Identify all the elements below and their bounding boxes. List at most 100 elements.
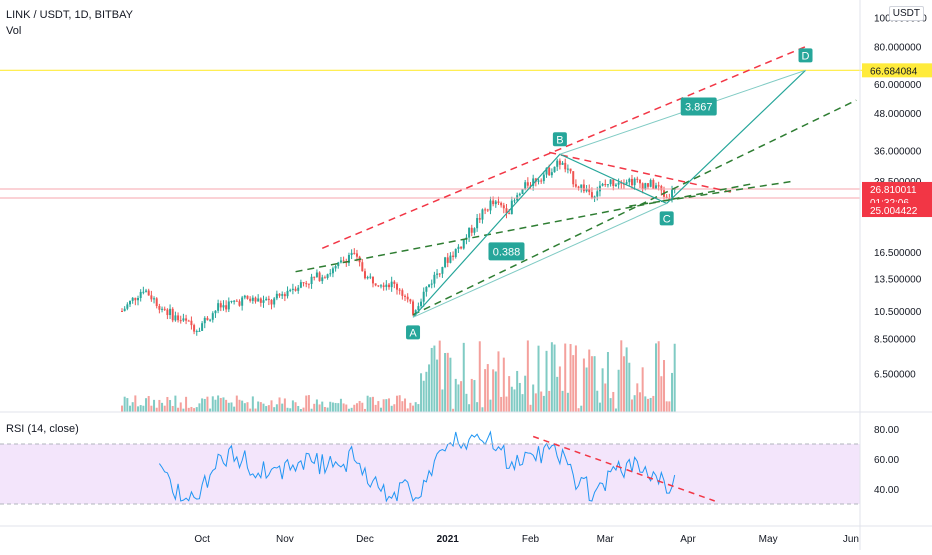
volume-bar [641,367,644,412]
volume-bar [468,404,471,412]
candle-body [355,253,358,257]
volume-bar [481,407,484,412]
currency-badge[interactable]: USDT [888,6,924,21]
candle-body [182,318,185,321]
candle-body [257,298,260,302]
volume-bar [673,343,676,412]
volume-bar [379,407,382,412]
volume-bar [388,398,390,412]
ratio-label: 3.867 [685,102,713,114]
candle-body [593,196,596,198]
candle-body [371,276,374,284]
ratio-box [680,97,717,116]
time-axis: Oct Nov Dec 2021 Feb Mar Apr May Jun [0,525,932,545]
candle-body [206,317,209,321]
candle-body [513,200,516,202]
volume-bar [289,408,292,412]
volume-bar [278,397,281,412]
candle-body [473,228,476,233]
volume-bar [609,398,612,412]
candle-body [321,277,324,282]
volume-bar [163,405,166,412]
volume-bar [433,345,436,412]
drawing-lines [0,45,932,318]
candle-body [179,320,182,322]
candle-body [163,308,166,310]
volume-bar [155,407,158,412]
volume-bar [492,369,495,412]
volume-bar [596,390,599,412]
candle-body [582,184,585,192]
price-marker [862,203,932,218]
candle-body [462,239,465,249]
candle-body [422,291,425,302]
volume-bar [321,401,324,412]
volume-bar [313,403,316,412]
volume-bar [606,352,609,412]
candle-body [452,255,455,257]
price-tick-label: 60.000000 [874,80,922,91]
volume-bar [622,356,625,412]
volume-bar [150,405,153,412]
volume-bar [134,395,137,412]
price-tick-label: 48.000000 [874,109,922,120]
candle-body [265,298,268,301]
volume-bar [497,351,500,412]
volume-bar [518,382,521,412]
volume-bar [444,353,447,412]
candle-body [649,180,652,187]
candle-body [153,298,156,300]
candle-body [142,291,145,293]
candle-body [414,310,417,315]
volume-bar [262,403,265,412]
volume-bar [612,391,615,412]
time-tick-label: May [759,534,778,545]
volume-bar [473,380,476,412]
volume-bar [428,364,431,412]
price-marker [862,181,932,196]
candle-body [241,297,244,306]
price-marker-label: 25.004422 [870,206,918,217]
volume-bar [179,402,182,412]
candle-body [297,287,300,291]
candle-body [230,300,233,302]
candle-body [313,276,316,278]
volume-bar [257,401,260,412]
candle-body [214,310,217,314]
channel-descending-line [549,151,731,193]
candle-body [561,162,564,165]
candle-body [377,285,380,287]
candle-body [478,218,481,220]
volume-bar [219,397,222,412]
candle-body [430,283,433,285]
volume-bar [355,403,358,412]
candle-body [620,182,623,184]
candle-body [177,315,180,321]
volume-bar [353,404,356,412]
volume-bar [190,406,193,412]
candle-body [305,283,308,285]
rsi-tick-label: 40.00 [874,485,899,496]
candle-body [532,178,535,186]
candle-body [417,306,420,311]
candle-body [235,300,238,302]
volume-bar [123,396,126,412]
candle-body [502,205,505,209]
volume-bar [534,393,537,412]
symbol-title: LINK / USDT, 1D, BITBAY [6,9,133,21]
candle-body [433,274,436,284]
volume-bar [302,407,305,412]
volume-bar [484,369,487,412]
price-marker-label: 66.684084 [870,66,918,77]
volume-bar [377,401,380,412]
volume-bar [286,407,289,412]
volume-bar [588,349,591,412]
volume-bar [532,384,535,412]
candle-body [267,298,270,300]
volume-bar [516,370,519,412]
candle-body [625,182,628,184]
point-label: C [663,213,671,225]
candle-body [558,160,561,165]
